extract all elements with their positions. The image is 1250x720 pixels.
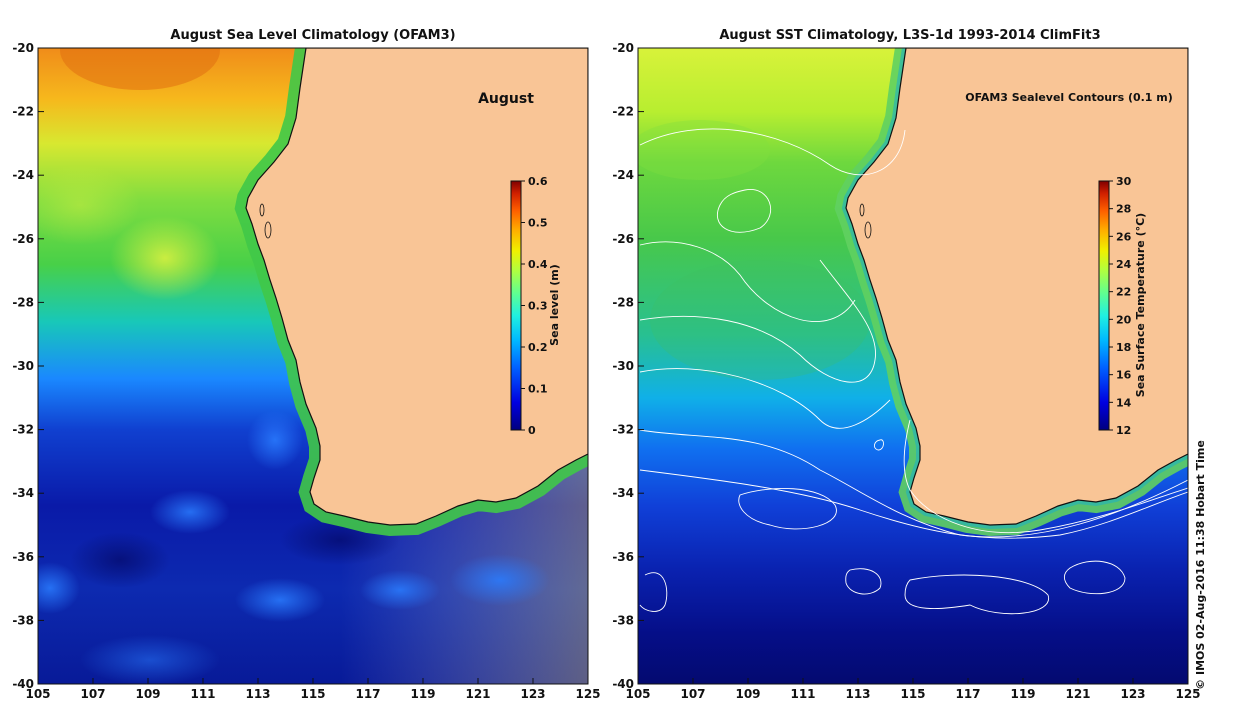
x-tick-label: 105 — [625, 687, 650, 701]
sst-colorbar — [1098, 180, 1110, 431]
month-label: August — [478, 91, 534, 107]
left-map-panel: August Sea Level Climatology (OFAM3) Aug… — [12, 28, 600, 701]
x-tick-label: 113 — [245, 687, 270, 701]
y-tick-label: -20 — [612, 41, 634, 55]
x-tick-label: 123 — [1120, 687, 1145, 701]
colorbar-tick-label: 14 — [1116, 396, 1132, 409]
credit-text: © IMOS 02-Aug-2016 11:38 Hobart Time — [1194, 440, 1207, 690]
y-tick-label: -38 — [12, 613, 34, 627]
x-tick-label: 119 — [1010, 687, 1035, 701]
left-axes: 105 107 109 111 113 115 117 119 121 123 125 -20 -22 -… — [12, 41, 600, 701]
sea-level-colorbar-ticks: 0 0.1 0.2 0.3 0.4 0.5 0.6 — [521, 175, 548, 437]
x-tick-label: 121 — [465, 687, 490, 701]
y-tick-label: -28 — [12, 295, 34, 309]
sst-colorbar-label: Sea Surface Temperature (°C) — [1134, 213, 1147, 397]
y-tick-label: -36 — [612, 550, 634, 564]
x-tick-label: 113 — [845, 687, 870, 701]
right-panel-title: August SST Climatology, L3S-1d 1993-2014… — [719, 28, 1100, 43]
y-tick-label: -28 — [612, 295, 634, 309]
sea-level-eddy — [110, 216, 220, 300]
x-tick-label: 115 — [300, 687, 325, 701]
right-axes: 105 107 109 111 113 115 117 119 121 123 125 -20 -22 -… — [612, 41, 1200, 701]
colorbar-tick-label: 0.1 — [528, 383, 548, 396]
y-tick-label: -24 — [612, 168, 634, 182]
colorbar-tick-label: 0.4 — [528, 258, 548, 271]
colorbar-tick-label: 0.2 — [528, 341, 548, 354]
colorbar-tick-label: 26 — [1116, 230, 1132, 243]
colorbar-tick-label: 22 — [1116, 286, 1131, 299]
x-tick-label: 121 — [1065, 687, 1090, 701]
sea-level-colorbar-label: Sea level (m) — [548, 264, 561, 346]
y-tick-label: -26 — [612, 232, 634, 246]
colorbar-tick-label: 18 — [1116, 341, 1131, 354]
x-tick-label: 109 — [135, 687, 160, 701]
colorbar-tick-label: 0.3 — [528, 300, 548, 313]
y-tick-label: -20 — [12, 41, 34, 55]
y-tick-label: -34 — [12, 486, 34, 500]
colorbar-tick-label: 28 — [1116, 203, 1131, 216]
y-tick-label: -22 — [612, 105, 634, 119]
y-tick-label: -38 — [612, 613, 634, 627]
x-tick-label: 105 — [25, 687, 50, 701]
y-tick-label: -40 — [612, 677, 634, 691]
y-tick-label: -24 — [12, 168, 34, 182]
x-tick-label: 111 — [190, 687, 215, 701]
x-tick-label: 119 — [410, 687, 435, 701]
x-tick-label: 111 — [790, 687, 815, 701]
sst-colorbar-ticks: 12 14 16 18 20 22 24 26 28 30 — [1109, 175, 1132, 437]
y-tick-label: -40 — [12, 677, 34, 691]
colorbar-tick-label: 0.5 — [528, 217, 548, 230]
x-tick-label: 117 — [955, 687, 980, 701]
colorbar-tick-label: 24 — [1116, 258, 1132, 271]
x-tick-label: 107 — [80, 687, 105, 701]
x-tick-label: 125 — [575, 687, 600, 701]
x-tick-label: 123 — [520, 687, 545, 701]
x-tick-label: 115 — [900, 687, 925, 701]
contour-label: OFAM3 Sealevel Contours (0.1 m) — [965, 91, 1173, 104]
colorbar-tick-label: 0 — [528, 424, 536, 437]
colorbar-tick-label: 30 — [1116, 175, 1132, 188]
y-tick-label: -36 — [12, 550, 34, 564]
y-tick-label: -32 — [612, 423, 634, 437]
colorbar-tick-label: 0.6 — [528, 175, 548, 188]
sea-level-contours — [639, 128, 1188, 615]
x-tick-label: 125 — [1175, 687, 1200, 701]
colorbar-tick-label: 12 — [1116, 424, 1131, 437]
colorbar-tick-label: 20 — [1116, 313, 1132, 326]
y-tick-label: -30 — [12, 359, 34, 373]
right-map-panel: August SST Climatology, L3S-1d 1993-2014… — [612, 28, 1200, 701]
x-tick-label: 109 — [735, 687, 760, 701]
colorbar-tick-label: 16 — [1116, 369, 1132, 382]
y-tick-label: -32 — [12, 423, 34, 437]
y-tick-label: -30 — [612, 359, 634, 373]
sea-level-colorbar — [510, 180, 522, 431]
y-tick-label: -34 — [612, 486, 634, 500]
x-tick-label: 117 — [355, 687, 380, 701]
left-panel-title: August Sea Level Climatology (OFAM3) — [170, 28, 455, 43]
y-tick-label: -26 — [12, 232, 34, 246]
y-tick-label: -22 — [12, 105, 34, 119]
x-tick-label: 107 — [680, 687, 705, 701]
